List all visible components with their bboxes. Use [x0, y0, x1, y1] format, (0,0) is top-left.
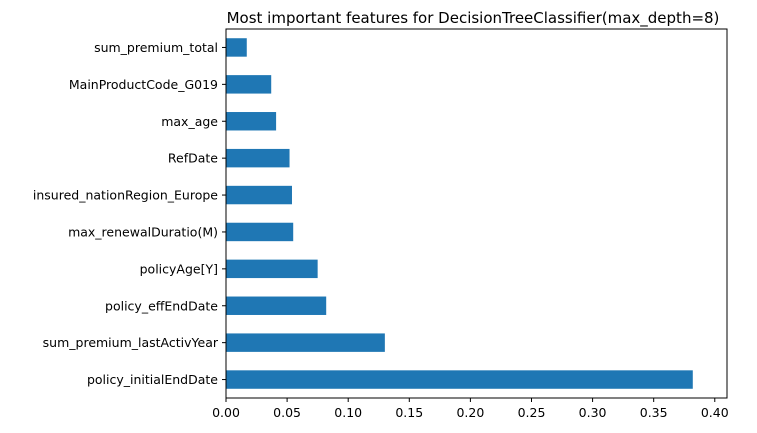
bar-policyAge[Y] — [226, 259, 318, 279]
y-tick-label: MainProductCode_G019 — [69, 77, 218, 92]
y-tick-label: policyAge[Y] — [140, 261, 218, 276]
y-tick-label: insured_nationRegion_Europe — [33, 188, 218, 203]
bar-policy_effEndDate — [226, 296, 327, 315]
x-tick-label: 0.30 — [579, 405, 607, 420]
x-tick-label: 0.20 — [456, 405, 484, 420]
plot-frame — [225, 28, 728, 399]
bar-policy_initialEndDate — [226, 370, 693, 389]
bar-max_renewalDuratio(M) — [226, 222, 294, 242]
y-axis-ticks: sum_premium_total MainProductCode_G019max… — [33, 40, 226, 387]
bar-RefDate — [226, 148, 290, 168]
x-tick-label: 0.00 — [212, 405, 240, 420]
bar-sum_premium_lastActivYear — [226, 333, 385, 352]
y-tick-label: policy_effEndDate — [105, 298, 218, 313]
y-tick-label: RefDate — [168, 151, 218, 166]
y-tick-label: max_age — [161, 114, 218, 129]
bar-sum_premium_total — [226, 38, 247, 57]
x-tick-label: 0.10 — [334, 405, 362, 420]
bar-insured_nationRegion_Europe — [226, 185, 292, 205]
y-tick-label: policy_initialEndDate — [87, 372, 218, 387]
bar-MainProductCode_G019 — [226, 75, 272, 94]
y-tick-label: sum_premium_lastActivYear — [43, 335, 219, 350]
x-tick-label: 0.15 — [395, 405, 423, 420]
bar-max_age — [226, 112, 277, 131]
bars-group — [226, 38, 693, 389]
x-tick-label: 0.40 — [701, 405, 729, 420]
x-axis-ticks: 0.00 0.05 0.10 0.15 0.20 0.25 0.30 0.35 0.40 — [212, 398, 729, 420]
x-tick-label: 0.35 — [640, 405, 668, 420]
x-tick-label: 0.05 — [273, 405, 301, 420]
chart-title: Most important features for DecisionTree… — [227, 9, 720, 28]
y-tick-label: max_renewalDuratio(M) — [68, 224, 218, 239]
x-tick-label: 0.25 — [518, 405, 546, 420]
y-tick-label: sum_premium_total — [94, 40, 218, 55]
